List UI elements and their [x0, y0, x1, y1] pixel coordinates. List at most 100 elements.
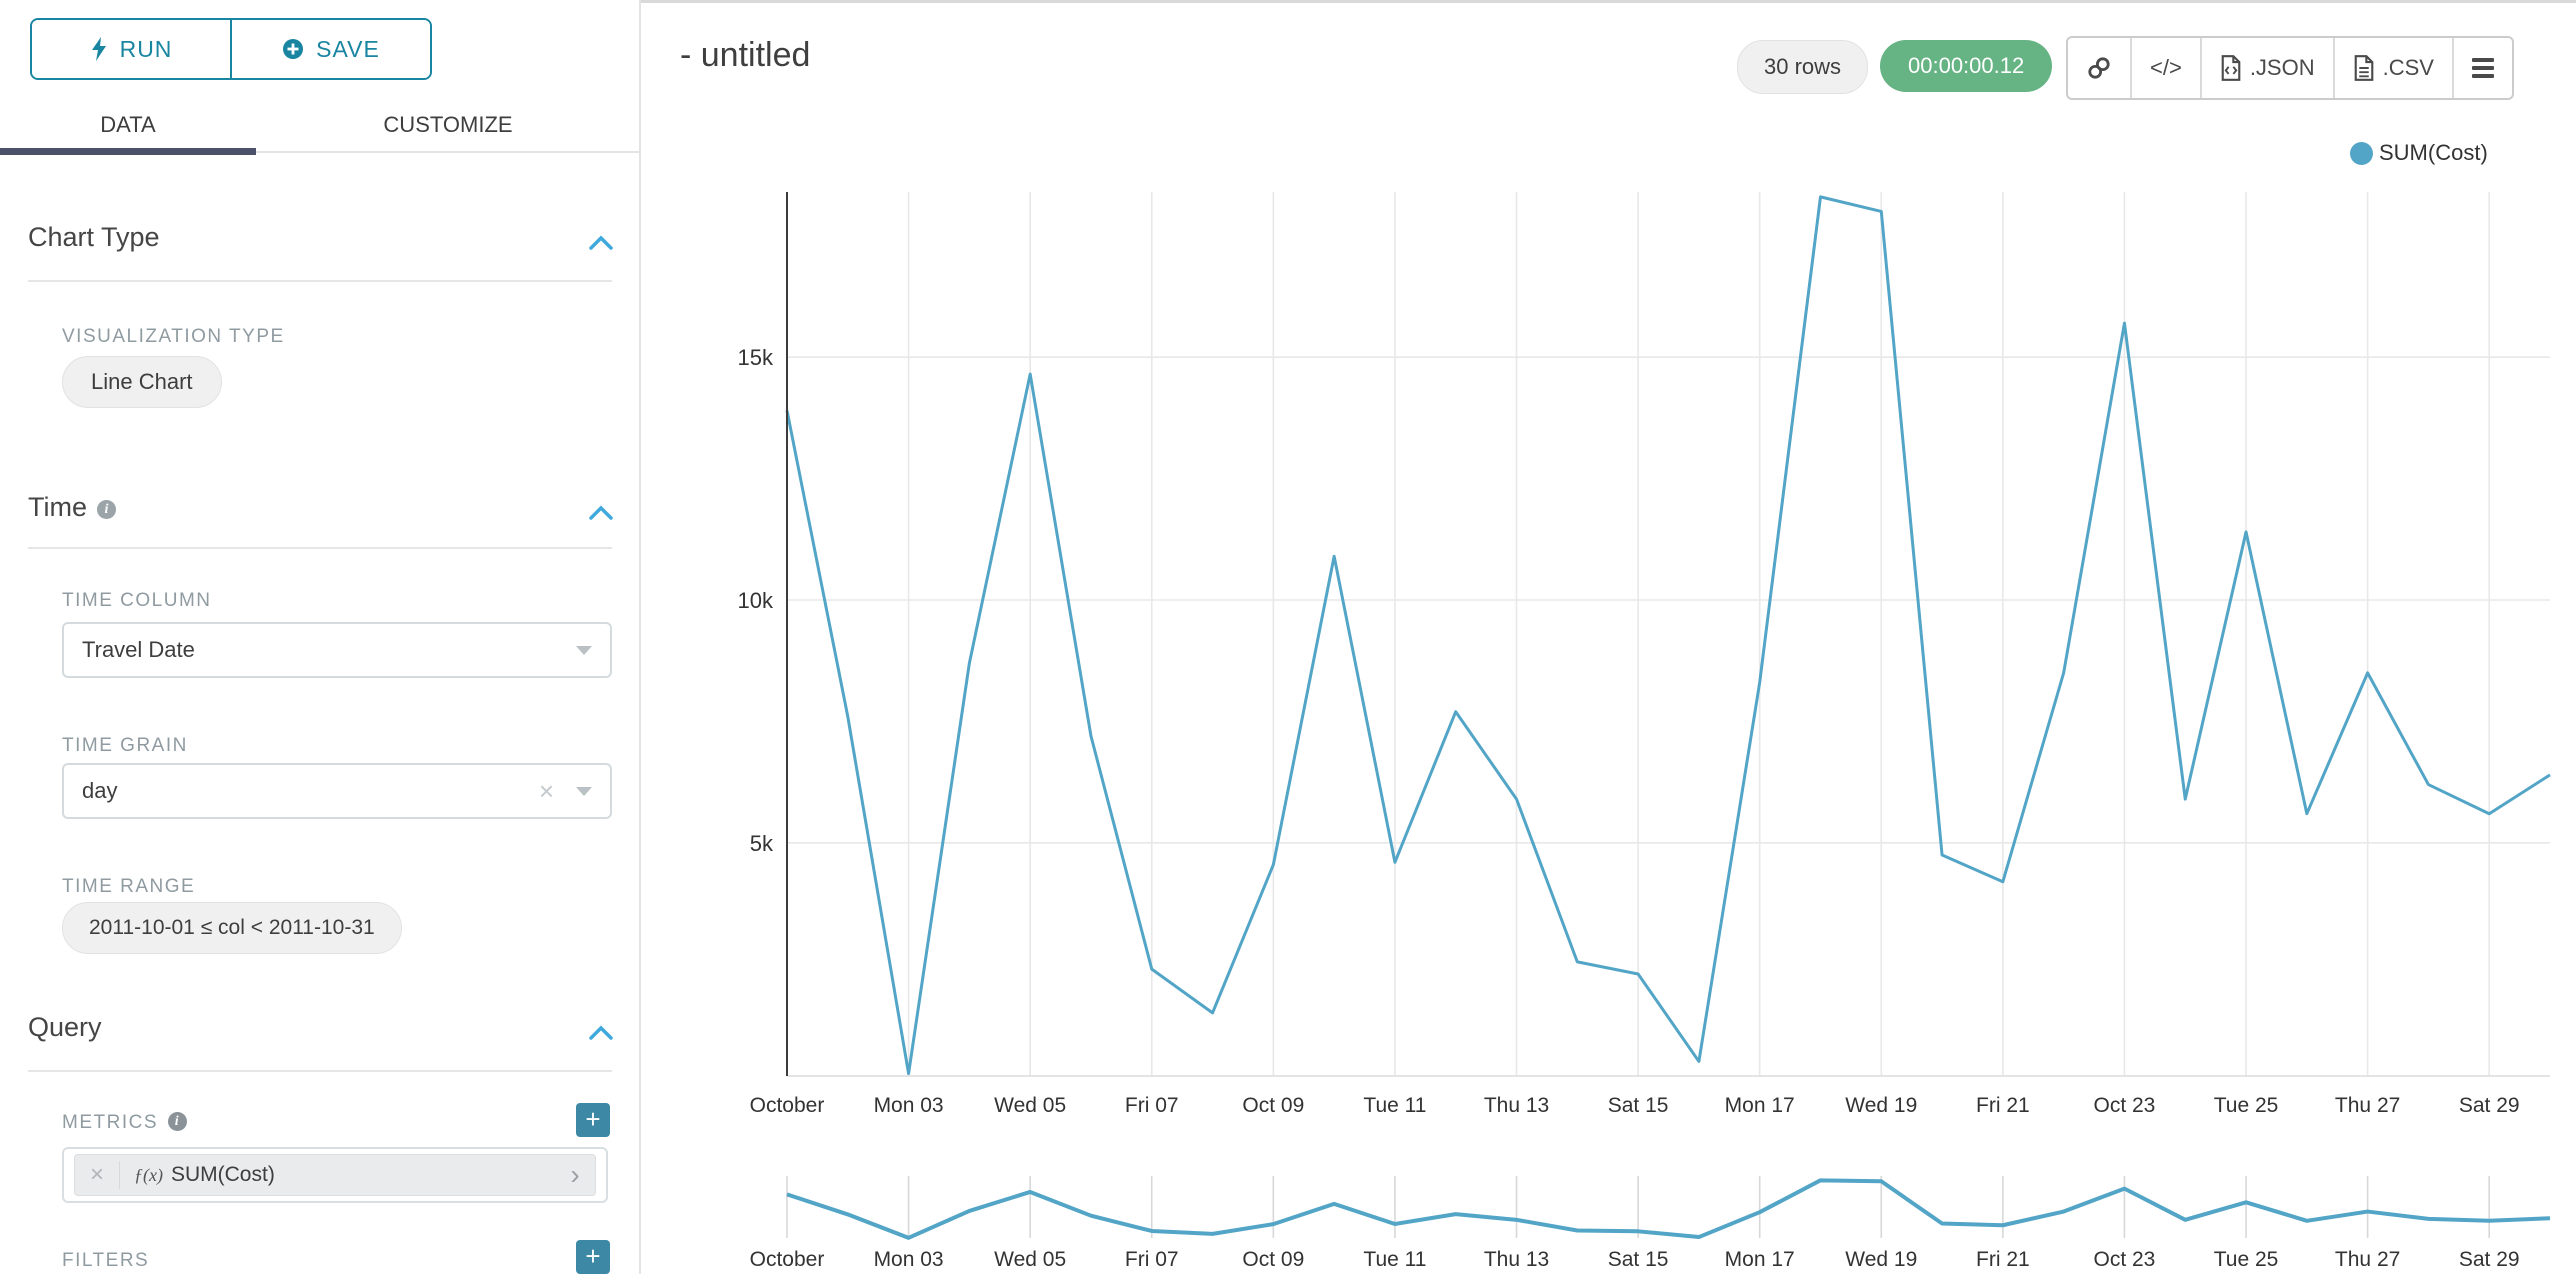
- collapse-chevron-icon[interactable]: [588, 234, 614, 252]
- hamburger-icon: [2471, 54, 2494, 82]
- lightning-icon: [91, 37, 106, 61]
- svg-text:October: October: [750, 1248, 825, 1271]
- svg-text:October: October: [750, 1094, 825, 1117]
- metrics-label: METRICS i: [62, 1112, 187, 1134]
- chevron-right-icon[interactable]: ›: [570, 1159, 580, 1190]
- svg-text:Mon 17: Mon 17: [1725, 1248, 1795, 1271]
- section-divider: [28, 547, 612, 549]
- chevron-down-icon: [576, 786, 592, 796]
- legend-series-dot: [2350, 141, 2373, 165]
- svg-text:Mon 03: Mon 03: [874, 1094, 944, 1117]
- csv-label: .CSV: [2382, 55, 2434, 80]
- chart-legend[interactable]: SUM(Cost): [2350, 140, 2488, 166]
- visualization-type-label: VISUALIZATION TYPE: [62, 326, 285, 347]
- json-label: .JSON: [2249, 55, 2315, 80]
- svg-text:Oct 23: Oct 23: [2094, 1094, 2156, 1117]
- section-title-chart-type: Chart Type: [28, 222, 160, 252]
- svg-text:15k: 15k: [738, 345, 774, 370]
- tabs-divider: [0, 151, 640, 153]
- embed-code-button[interactable]: </>: [2132, 38, 2202, 98]
- metrics-label-text: METRICS: [62, 1112, 158, 1133]
- svg-text:Sat 15: Sat 15: [1608, 1094, 1669, 1117]
- info-icon[interactable]: i: [97, 500, 116, 519]
- chart-title[interactable]: - untitled: [680, 36, 811, 74]
- svg-text:Fri 07: Fri 07: [1125, 1094, 1179, 1117]
- svg-text:Sat 29: Sat 29: [2459, 1094, 2520, 1117]
- row-count-badge: 30 rows: [1737, 40, 1869, 94]
- active-tab-underline: [0, 148, 256, 155]
- time-range-label: TIME RANGE: [62, 876, 196, 897]
- svg-text:Thu 27: Thu 27: [2335, 1094, 2400, 1117]
- svg-text:Tue 11: Tue 11: [1363, 1248, 1426, 1271]
- section-divider: [28, 280, 612, 282]
- metrics-field: × ƒ(x) SUM(Cost) ›: [62, 1147, 608, 1203]
- remove-metric-icon[interactable]: ×: [75, 1161, 120, 1189]
- time-grain-select[interactable]: day ×: [62, 763, 612, 819]
- export-json-button[interactable]: .JSON: [2202, 38, 2335, 98]
- export-csv-button[interactable]: .CSV: [2335, 38, 2454, 98]
- svg-text:Oct 23: Oct 23: [2094, 1248, 2156, 1271]
- section-divider: [28, 1070, 612, 1072]
- csv-file-icon: [2354, 55, 2373, 81]
- time-column-select[interactable]: Travel Date: [62, 622, 612, 678]
- section-title-time: Time i: [28, 492, 116, 523]
- time-grain-label: TIME GRAIN: [62, 735, 188, 756]
- section-title-query: Query: [28, 1012, 102, 1042]
- function-icon: ƒ(x): [134, 1164, 163, 1185]
- legend-series-label: SUM(Cost): [2379, 140, 2488, 165]
- svg-text:Tue 11: Tue 11: [1363, 1094, 1426, 1117]
- save-button-label: SAVE: [316, 35, 380, 62]
- control-panel-sidebar: RUN SAVE DATA CUSTOMIZE Chart Type VISUA…: [0, 0, 640, 1274]
- panel-divider: [639, 0, 641, 1274]
- svg-text:Wed 05: Wed 05: [994, 1248, 1066, 1271]
- window-top-border: [0, 0, 2576, 3]
- svg-text:Wed 19: Wed 19: [1845, 1248, 1917, 1271]
- add-filter-button[interactable]: +: [576, 1240, 610, 1274]
- filters-label: FILTERS: [62, 1250, 150, 1271]
- plus-circle-icon: [283, 39, 304, 59]
- metric-name: SUM(Cost): [170, 1163, 275, 1186]
- save-button[interactable]: SAVE: [232, 20, 430, 78]
- svg-text:Thu 13: Thu 13: [1484, 1248, 1549, 1271]
- svg-text:5k: 5k: [750, 831, 774, 856]
- svg-text:Thu 27: Thu 27: [2335, 1248, 2400, 1271]
- query-timer-badge: 00:00:00.12: [1880, 40, 2053, 92]
- run-button-label: RUN: [119, 35, 173, 62]
- tab-customize[interactable]: CUSTOMIZE: [383, 112, 513, 137]
- collapse-chevron-icon[interactable]: [588, 504, 614, 522]
- time-grain-value: day: [82, 778, 118, 803]
- svg-text:Sat 15: Sat 15: [1608, 1248, 1669, 1271]
- run-save-button-group: RUN SAVE: [30, 18, 432, 80]
- code-icon: </>: [2150, 55, 2182, 80]
- time-column-label: TIME COLUMN: [62, 590, 212, 611]
- add-metric-button[interactable]: +: [576, 1103, 610, 1137]
- svg-text:Thu 13: Thu 13: [1484, 1094, 1549, 1117]
- tab-data[interactable]: DATA: [100, 112, 156, 137]
- svg-text:Oct 09: Oct 09: [1242, 1248, 1304, 1271]
- svg-text:Fri 21: Fri 21: [1976, 1248, 2030, 1271]
- svg-text:Oct 09: Oct 09: [1242, 1094, 1304, 1117]
- chart-menu-button[interactable]: [2454, 38, 2512, 98]
- share-link-button[interactable]: [2068, 38, 2132, 98]
- svg-text:Wed 19: Wed 19: [1845, 1094, 1917, 1117]
- metric-token[interactable]: × ƒ(x) SUM(Cost) ›: [74, 1154, 596, 1196]
- json-file-icon: [2221, 55, 2241, 81]
- svg-text:Mon 17: Mon 17: [1725, 1094, 1795, 1117]
- line-chart-canvas[interactable]: 5k 10k 15k October Mon 03 Wed 05 Fri 07 Oct 09 T…: [660, 120, 2576, 1274]
- svg-text:Wed 05: Wed 05: [994, 1094, 1066, 1117]
- svg-text:Tue 25: Tue 25: [2214, 1094, 2279, 1117]
- svg-text:Mon 03: Mon 03: [874, 1248, 944, 1271]
- collapse-chevron-icon[interactable]: [588, 1024, 614, 1042]
- run-button[interactable]: RUN: [32, 20, 232, 78]
- svg-text:Fri 21: Fri 21: [1976, 1094, 2030, 1117]
- clear-icon[interactable]: ×: [538, 775, 554, 806]
- svg-text:Fri 07: Fri 07: [1125, 1248, 1179, 1271]
- svg-text:Tue 25: Tue 25: [2214, 1248, 2279, 1271]
- time-title-text: Time: [28, 492, 87, 522]
- time-range-value[interactable]: 2011-10-01 ≤ col < 2011-10-31: [62, 902, 402, 954]
- time-column-value: Travel Date: [82, 637, 195, 662]
- visualization-type-value[interactable]: Line Chart: [62, 356, 222, 408]
- link-icon: [2088, 57, 2110, 79]
- info-icon[interactable]: i: [168, 1112, 187, 1131]
